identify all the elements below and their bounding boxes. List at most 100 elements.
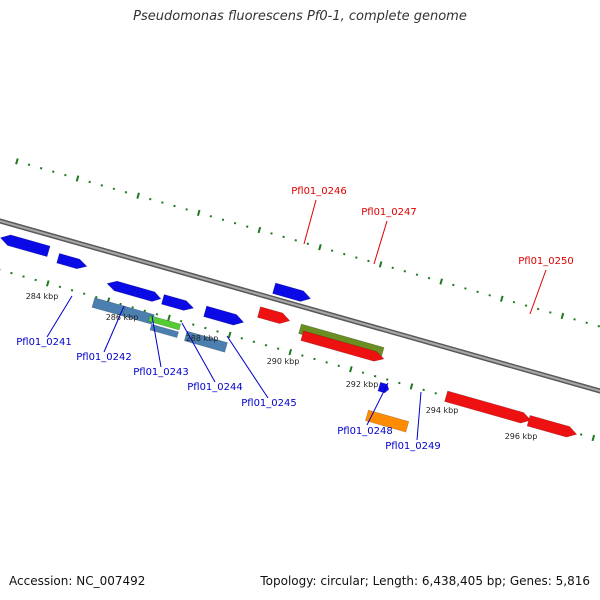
- leader-line: [46, 295, 73, 338]
- major-tick: [75, 175, 80, 182]
- gene-feature-g2: [56, 253, 88, 270]
- gene-label: Pfl01_0247: [361, 207, 417, 218]
- minor-tick: [131, 306, 134, 309]
- minor-tick: [464, 287, 467, 290]
- leader-line: [366, 382, 389, 426]
- minor-tick: [216, 330, 219, 333]
- major-tick: [136, 192, 140, 199]
- leader-line: [103, 305, 125, 353]
- gene-feature-g16: [377, 381, 390, 394]
- minor-tick: [52, 170, 55, 173]
- minor-tick: [179, 319, 183, 323]
- leader-line: [416, 391, 422, 441]
- minor-tick: [342, 252, 346, 256]
- scale-labels: 284 kbp 286 kbp 288 kbp 290 kbp 292 kbp 294 k…: [26, 292, 538, 441]
- gene-feature-g10: [183, 330, 228, 353]
- leader-line: [181, 322, 216, 383]
- minor-tick: [39, 166, 43, 170]
- gene-feature-g4: [134, 286, 162, 302]
- minor-tick: [476, 290, 479, 294]
- gene-label: Pfl01_0246: [291, 186, 347, 197]
- leader-line: [151, 315, 162, 368]
- minor-tick: [422, 388, 425, 392]
- minor-tick: [373, 374, 377, 378]
- gene-feature-g18: [444, 390, 532, 424]
- minor-tick: [192, 323, 195, 326]
- scale-label: 296 kbp: [505, 432, 538, 441]
- minor-tick: [27, 163, 31, 167]
- scale-label: 294 kbp: [426, 406, 459, 415]
- leader-line: [373, 220, 388, 265]
- scale-label: 290 kbp: [267, 357, 300, 366]
- minor-tick: [488, 294, 491, 297]
- major-tick: [409, 383, 414, 390]
- minor-tick: [524, 304, 528, 307]
- minor-tick: [403, 270, 407, 273]
- minor-tick: [119, 302, 122, 306]
- gene-feature-g12: [257, 306, 291, 324]
- major-tick: [196, 209, 201, 217]
- minor-tick: [155, 313, 159, 316]
- gene-feature-g14: [300, 330, 385, 362]
- minor-tick: [204, 326, 207, 330]
- label-leader-lines: [46, 199, 547, 441]
- minor-tick: [270, 232, 273, 235]
- accession-text: Accession: NC_007492: [9, 574, 146, 588]
- minor-tick: [415, 273, 419, 276]
- gene-label: Pfl01_0241: [16, 337, 72, 348]
- major-tick: [167, 314, 171, 321]
- scale-label: 284 kbp: [26, 292, 59, 301]
- gene-label: Pfl01_0242: [76, 352, 132, 363]
- minor-tick: [386, 378, 389, 381]
- major-tick: [591, 434, 596, 442]
- gene-feature-g17: [365, 409, 410, 433]
- major-tick: [318, 244, 322, 251]
- minor-tick: [143, 309, 147, 313]
- scale-label: 292 kbp: [346, 380, 379, 389]
- minor-tick: [58, 285, 62, 289]
- major-tick: [349, 366, 353, 373]
- minor-tick: [549, 311, 552, 314]
- gene-label: Pfl01_0249: [385, 441, 441, 452]
- minor-tick: [185, 208, 188, 211]
- minor-tick: [512, 300, 516, 304]
- minor-tick: [573, 318, 576, 321]
- gene-feature-g15: [272, 282, 312, 302]
- scale-label: 286 kbp: [106, 313, 139, 322]
- minor-tick: [579, 433, 583, 436]
- major-tick: [378, 261, 383, 268]
- minor-tick: [361, 371, 365, 374]
- gene-features: [0, 234, 578, 438]
- minor-tick: [22, 275, 25, 278]
- minor-tick: [161, 201, 164, 204]
- gene-feature-g5: [161, 294, 195, 311]
- minor-tick: [173, 204, 176, 208]
- minor-tick: [82, 292, 86, 295]
- minor-tick: [355, 256, 358, 259]
- minor-tick: [240, 337, 244, 340]
- minor-tick: [34, 278, 37, 282]
- gene-feature-g3: [106, 280, 138, 297]
- major-tick: [257, 226, 262, 234]
- leader-line: [226, 335, 269, 399]
- minor-tick: [221, 218, 225, 221]
- minor-tick: [88, 180, 91, 184]
- gene-label: Pfl01_0244: [187, 382, 243, 393]
- genome-backbone: [0, 218, 600, 394]
- gene-feature-g6: [203, 305, 245, 326]
- minor-tick: [245, 225, 249, 228]
- minor-tick: [306, 242, 310, 246]
- minor-tick: [301, 354, 304, 357]
- major-tick: [500, 295, 504, 302]
- scale-label: 288 kbp: [186, 334, 219, 343]
- minor-tick: [233, 221, 237, 225]
- major-tick: [288, 348, 293, 356]
- leader-line: [529, 269, 547, 315]
- minor-tick: [124, 191, 128, 194]
- minor-tick: [209, 215, 213, 218]
- minor-tick: [398, 381, 401, 385]
- minor-tick: [337, 364, 340, 368]
- minor-tick: [536, 307, 540, 311]
